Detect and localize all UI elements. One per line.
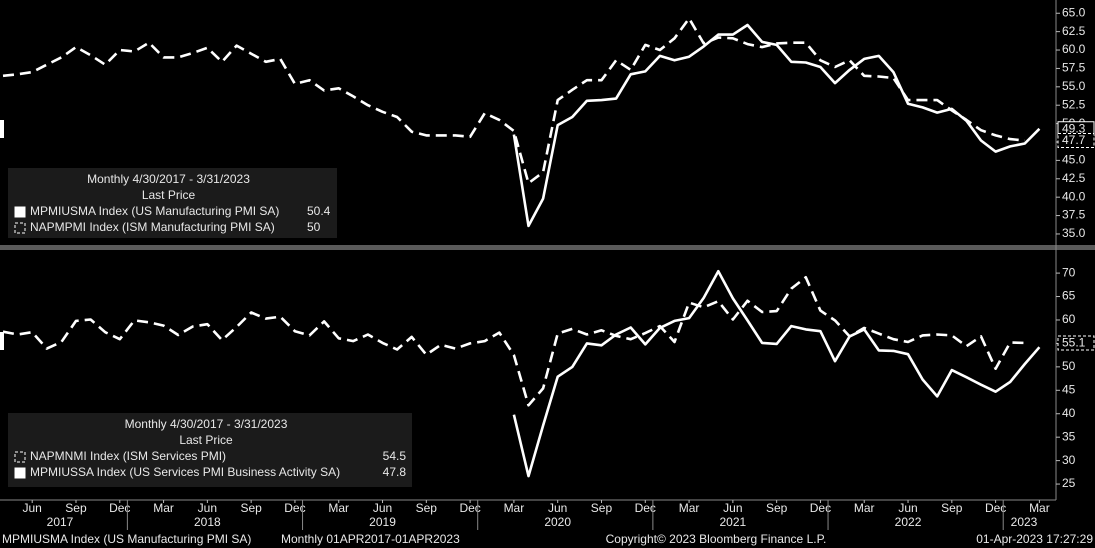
x-tick-label: Sep (65, 501, 87, 515)
x-tick-label: Jun (898, 501, 917, 515)
last-value-label: 47.7 (1062, 133, 1086, 147)
legend-title: Monthly 4/30/2017 - 3/31/2023 (87, 172, 250, 186)
legend-swatch (14, 451, 26, 463)
last-value-label: 55.1 (1062, 336, 1086, 350)
legend-label: MPMIUSSA Index (US Services PMI Business… (30, 465, 340, 479)
x-year-label: 2017 (47, 515, 74, 529)
legend-box (8, 413, 412, 487)
footer-copyright: Copyright© 2023 Bloomberg Finance L.P. (606, 532, 827, 546)
x-tick-label: Jun (23, 501, 42, 515)
x-tick-label: Mar (504, 501, 525, 515)
x-tick-label: Mar (328, 501, 349, 515)
legend-title: Monthly 4/30/2017 - 3/31/2023 (125, 417, 288, 431)
series-line (2, 17, 1025, 185)
y-tick-label: 40.0 (1062, 189, 1086, 203)
legend-subtitle: Last Price (179, 433, 233, 447)
legend-value: 47.8 (383, 465, 407, 479)
x-tick-label: Dec (810, 501, 831, 515)
legend-box (8, 168, 337, 238)
y-tick-label: 55.0 (1062, 79, 1086, 93)
legend-swatch (14, 222, 26, 234)
edge-marker (0, 120, 4, 138)
x-tick-label: Mar (854, 501, 875, 515)
x-tick-label: Jun (548, 501, 567, 515)
x-tick-label: Sep (766, 501, 788, 515)
x-year-label: 2023 (1011, 515, 1038, 529)
x-year-label: 2021 (720, 515, 747, 529)
y-tick-label: 25 (1062, 476, 1076, 490)
y-tick-label: 35 (1062, 429, 1076, 443)
x-tick-label: Sep (240, 501, 262, 515)
y-tick-label: 45.0 (1062, 153, 1086, 167)
y-tick-label: 35.0 (1062, 226, 1086, 240)
y-tick-label: 60 (1062, 312, 1076, 326)
y-tick-label: 52.5 (1062, 97, 1086, 111)
series-line (2, 276, 1025, 407)
y-tick-label: 60.0 (1062, 42, 1086, 56)
legend-value: 54.5 (383, 449, 407, 463)
last-value-label: 49.3 (1062, 121, 1086, 135)
y-tick-label: 40 (1062, 406, 1076, 420)
x-tick-label: Sep (941, 501, 963, 515)
legend-swatch (14, 206, 26, 218)
y-tick-label: 37.5 (1062, 208, 1086, 222)
x-tick-label: Dec (459, 501, 480, 515)
x-year-label: 2022 (895, 515, 922, 529)
y-tick-label: 30 (1062, 453, 1076, 467)
x-tick-label: Sep (416, 501, 438, 515)
y-tick-label: 42.5 (1062, 171, 1086, 185)
footer-range: Monthly 01APR2017-01APR2023 (281, 532, 460, 546)
x-tick-label: Dec (109, 501, 130, 515)
edge-marker (0, 332, 4, 350)
x-year-label: 2018 (194, 515, 221, 529)
x-tick-label: Jun (723, 501, 742, 515)
legend-label: NAPMNMI Index (ISM Services PMI) (30, 449, 226, 463)
footer-left: MPMIUSMA Index (US Manufacturing PMI SA) (2, 532, 251, 546)
footer-timestamp: 01-Apr-2023 17:27:29 (976, 532, 1093, 546)
y-tick-label: 65 (1062, 289, 1076, 303)
x-tick-label: Dec (635, 501, 656, 515)
x-tick-label: Mar (153, 501, 174, 515)
x-year-label: 2019 (369, 515, 396, 529)
series-line (512, 269, 1041, 478)
x-tick-label: Jun (198, 501, 217, 515)
legend-value: 50.4 (307, 204, 331, 218)
y-tick-label: 50 (1062, 359, 1076, 373)
legend-swatch (14, 467, 26, 479)
x-tick-label: Jun (373, 501, 392, 515)
x-tick-label: Mar (1029, 501, 1050, 515)
x-tick-label: Dec (284, 501, 305, 515)
x-year-label: 2020 (544, 515, 571, 529)
y-tick-label: 65.0 (1062, 5, 1086, 19)
x-tick-label: Mar (679, 501, 700, 515)
legend-subtitle: Last Price (142, 188, 196, 202)
panel-separator (0, 245, 1095, 250)
x-tick-label: Dec (985, 501, 1006, 515)
y-tick-label: 62.5 (1062, 24, 1086, 38)
y-tick-label: 57.5 (1062, 61, 1086, 75)
legend-label: NAPMPMI Index (ISM Manufacturing PMI SA) (30, 220, 275, 234)
x-tick-label: Sep (591, 501, 613, 515)
last-value-tag (1057, 335, 1095, 351)
last-value-tag (1057, 133, 1095, 149)
y-tick-label: 70 (1062, 265, 1076, 279)
y-tick-label: 45 (1062, 382, 1076, 396)
legend-value: 50 (307, 220, 321, 234)
legend-label: MPMIUSMA Index (US Manufacturing PMI SA) (30, 204, 279, 218)
